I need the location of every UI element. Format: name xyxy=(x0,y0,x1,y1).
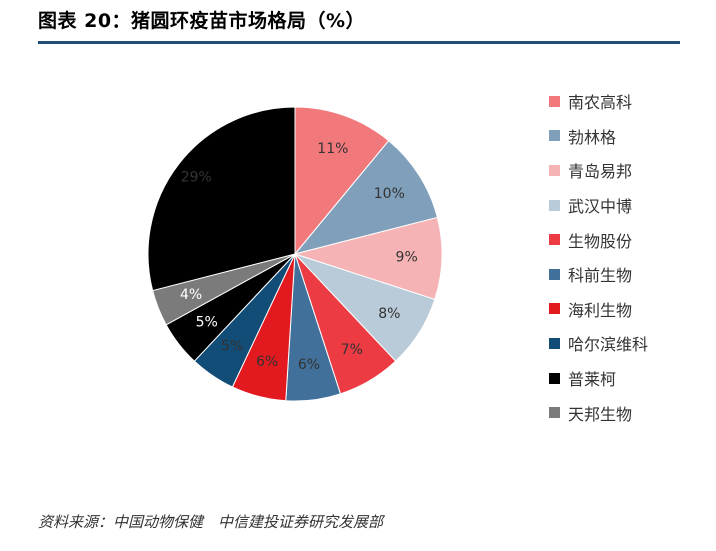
legend-swatch xyxy=(549,268,560,280)
legend-item: 科前生物 xyxy=(549,257,648,292)
legend-label: 武汉中博 xyxy=(568,197,633,217)
legend-label: 南农高科 xyxy=(568,93,633,113)
chart-title: 图表 20：猪圆环疫苗市场格局（%） xyxy=(38,10,366,32)
data-label: 6% xyxy=(256,354,278,370)
legend-swatch xyxy=(549,130,560,142)
pie-slice xyxy=(294,106,390,256)
data-label: 6% xyxy=(298,357,320,373)
pie-slice xyxy=(147,106,296,292)
legend-label: 生物股份 xyxy=(568,231,633,251)
title-divider xyxy=(38,41,680,44)
legend-label: 哈尔滨维科 xyxy=(568,335,649,355)
pie-slice xyxy=(293,216,443,301)
data-label: 5% xyxy=(196,314,218,330)
legend-item: 南农高科 xyxy=(549,84,648,119)
legend-label: 勃林格 xyxy=(568,127,617,147)
source-note: 资料来源：中国动物保健 中信建投证券研究发展部 xyxy=(38,513,384,531)
legend-item: 勃林格 xyxy=(549,119,648,154)
data-label: 11% xyxy=(317,141,348,157)
legend-item: 青岛易邦 xyxy=(549,153,648,188)
legend: 南农高科勃林格青岛易邦武汉中博生物股份科前生物海利生物哈尔滨维科普莱柯天邦生物 xyxy=(549,84,648,430)
legend-item: 天邦生物 xyxy=(549,395,648,430)
legend-swatch xyxy=(549,407,560,419)
data-label: 7% xyxy=(341,342,363,358)
legend-item: 生物股份 xyxy=(549,222,648,257)
legend-item: 哈尔滨维科 xyxy=(549,326,648,361)
pie-slice xyxy=(293,140,438,255)
legend-label: 科前生物 xyxy=(568,266,633,286)
data-label: 29% xyxy=(181,169,212,185)
legend-item: 海利生物 xyxy=(549,292,648,327)
data-label: 4% xyxy=(180,287,202,303)
legend-label: 青岛易邦 xyxy=(568,162,633,182)
legend-label: 海利生物 xyxy=(568,300,633,320)
legend-item: 武汉中博 xyxy=(549,188,648,223)
legend-label: 天邦生物 xyxy=(568,404,633,424)
legend-swatch xyxy=(549,199,560,211)
legend-swatch xyxy=(549,164,560,176)
data-label: 10% xyxy=(374,186,405,202)
legend-swatch xyxy=(549,337,560,349)
legend-item: 普莱柯 xyxy=(549,361,648,396)
data-label: 9% xyxy=(396,250,418,266)
legend-swatch xyxy=(549,303,560,315)
legend-swatch xyxy=(549,234,560,246)
data-label: 8% xyxy=(378,306,400,322)
legend-label: 普莱柯 xyxy=(568,370,617,390)
data-label: 5% xyxy=(221,338,243,354)
legend-swatch xyxy=(549,95,560,107)
legend-swatch xyxy=(549,372,560,384)
